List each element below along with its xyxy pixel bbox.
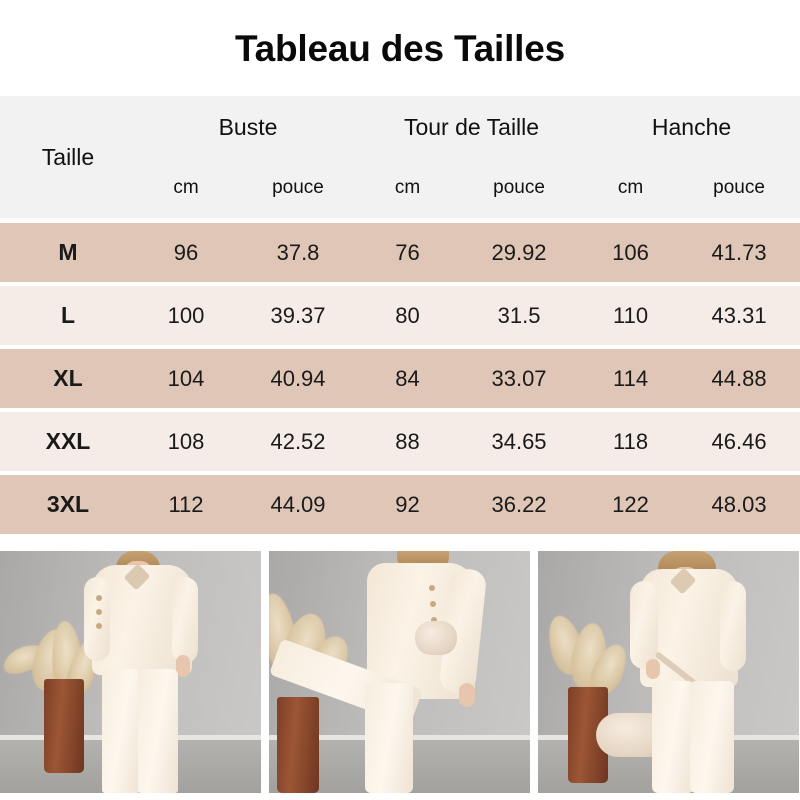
- cell-waist-cm: 76: [360, 223, 456, 282]
- table-unit-header-row: cm pouce cm pouce cm pouce: [0, 158, 800, 218]
- header-group-hanche: Hanche: [583, 96, 800, 158]
- cell-hip-cm: 110: [583, 286, 679, 345]
- cell-size: M: [0, 223, 136, 282]
- table-group-header-row: Taille Buste Tour de Taille Hanche: [0, 96, 800, 218]
- model-trouser-leg-left: [102, 669, 140, 793]
- table-row: M 96 37.8 76 29.92 106 41.73: [0, 223, 800, 282]
- header-taille-pouce: pouce: [455, 158, 584, 218]
- table-row: XL 104 40.94 84 33.07 114 44.88: [0, 349, 800, 408]
- cell-waist-cm: 80: [360, 286, 456, 345]
- model-trouser-leg-right: [138, 669, 178, 793]
- model-sleeve-right: [172, 577, 198, 663]
- cell-waist-in: 29.92: [455, 223, 584, 282]
- cell-size: L: [0, 286, 136, 345]
- cell-hip-in: 46.46: [678, 412, 800, 471]
- knit-button: [431, 617, 437, 623]
- cell-hip-cm: 122: [583, 475, 679, 534]
- cell-bust-in: 40.94: [236, 349, 361, 408]
- cell-waist-cm: 92: [360, 475, 456, 534]
- cell-hip-in: 44.88: [678, 349, 800, 408]
- knit-button: [96, 595, 102, 601]
- rustic-vase: [44, 679, 84, 773]
- cell-bust-in: 37.8: [236, 223, 361, 282]
- cell-hip-in: 43.31: [678, 286, 800, 345]
- model-sleeve-left: [84, 577, 110, 661]
- cell-bust-cm: 100: [136, 286, 236, 345]
- model-hand-right: [459, 683, 475, 707]
- rustic-vase: [277, 697, 319, 793]
- product-photo-1: [0, 551, 261, 793]
- row-separator: [0, 471, 800, 475]
- model-hand-right: [176, 655, 190, 677]
- cell-bust-in: 44.09: [236, 475, 361, 534]
- cell-bust-cm: 108: [136, 412, 236, 471]
- header-hanche-pouce: pouce: [678, 158, 800, 218]
- cell-waist-in: 31.5: [455, 286, 584, 345]
- cell-size: XL: [0, 349, 136, 408]
- model-trouser-leg-right: [690, 681, 734, 793]
- header-taille: Taille: [0, 96, 136, 218]
- product-photo-3: [538, 551, 799, 793]
- header-taille-cm: cm: [360, 158, 456, 218]
- page-title: Tableau des Tailles: [234, 28, 565, 69]
- product-photo-strip: [0, 551, 800, 793]
- header-gap: [0, 218, 800, 223]
- row-separator: [0, 282, 800, 286]
- cell-waist-cm: 84: [360, 349, 456, 408]
- cell-waist-in: 33.07: [455, 349, 584, 408]
- product-photo-2: [269, 551, 530, 793]
- knit-button: [96, 623, 102, 629]
- cell-hip-cm: 106: [583, 223, 679, 282]
- cell-bust-cm: 112: [136, 475, 236, 534]
- model-hand-left: [646, 659, 660, 679]
- row-separator: [0, 408, 800, 412]
- knit-button: [96, 609, 102, 615]
- model-trouser-leg-left: [652, 681, 694, 793]
- model-trouser-leg-standing: [365, 683, 413, 793]
- cell-hip-in: 41.73: [678, 223, 800, 282]
- cell-hip-cm: 114: [583, 349, 679, 408]
- shoulder-bag: [415, 621, 457, 655]
- header-group-tour-de-taille: Tour de Taille: [360, 96, 584, 158]
- cell-bust-cm: 104: [136, 349, 236, 408]
- header-group-buste: Buste: [136, 96, 361, 158]
- knit-button: [430, 601, 436, 607]
- table-row: 3XL 112 44.09 92 36.22 122 48.03: [0, 475, 800, 534]
- model-sleeve-left: [630, 581, 658, 669]
- cell-waist-in: 34.65: [455, 412, 584, 471]
- header-buste-cm: cm: [136, 158, 236, 218]
- header-hanche-cm: cm: [583, 158, 679, 218]
- cell-waist-cm: 88: [360, 412, 456, 471]
- cell-size: 3XL: [0, 475, 136, 534]
- cell-bust-in: 39.37: [236, 286, 361, 345]
- model-sleeve-right: [720, 581, 746, 671]
- cell-bust-in: 42.52: [236, 412, 361, 471]
- knit-button: [429, 585, 435, 591]
- cell-size: XXL: [0, 412, 136, 471]
- table-row: L 100 39.37 80 31.5 110 43.31: [0, 286, 800, 345]
- cell-bust-cm: 96: [136, 223, 236, 282]
- size-chart: Taille Buste Tour de Taille Hanche cm po…: [0, 96, 800, 534]
- cell-hip-cm: 118: [583, 412, 679, 471]
- row-separator: [0, 345, 800, 349]
- cell-waist-in: 36.22: [455, 475, 584, 534]
- size-table: Taille Buste Tour de Taille Hanche cm po…: [0, 96, 800, 534]
- table-row: XXL 108 42.52 88 34.65 118 46.46: [0, 412, 800, 471]
- header-buste-pouce: pouce: [236, 158, 361, 218]
- cell-hip-in: 48.03: [678, 475, 800, 534]
